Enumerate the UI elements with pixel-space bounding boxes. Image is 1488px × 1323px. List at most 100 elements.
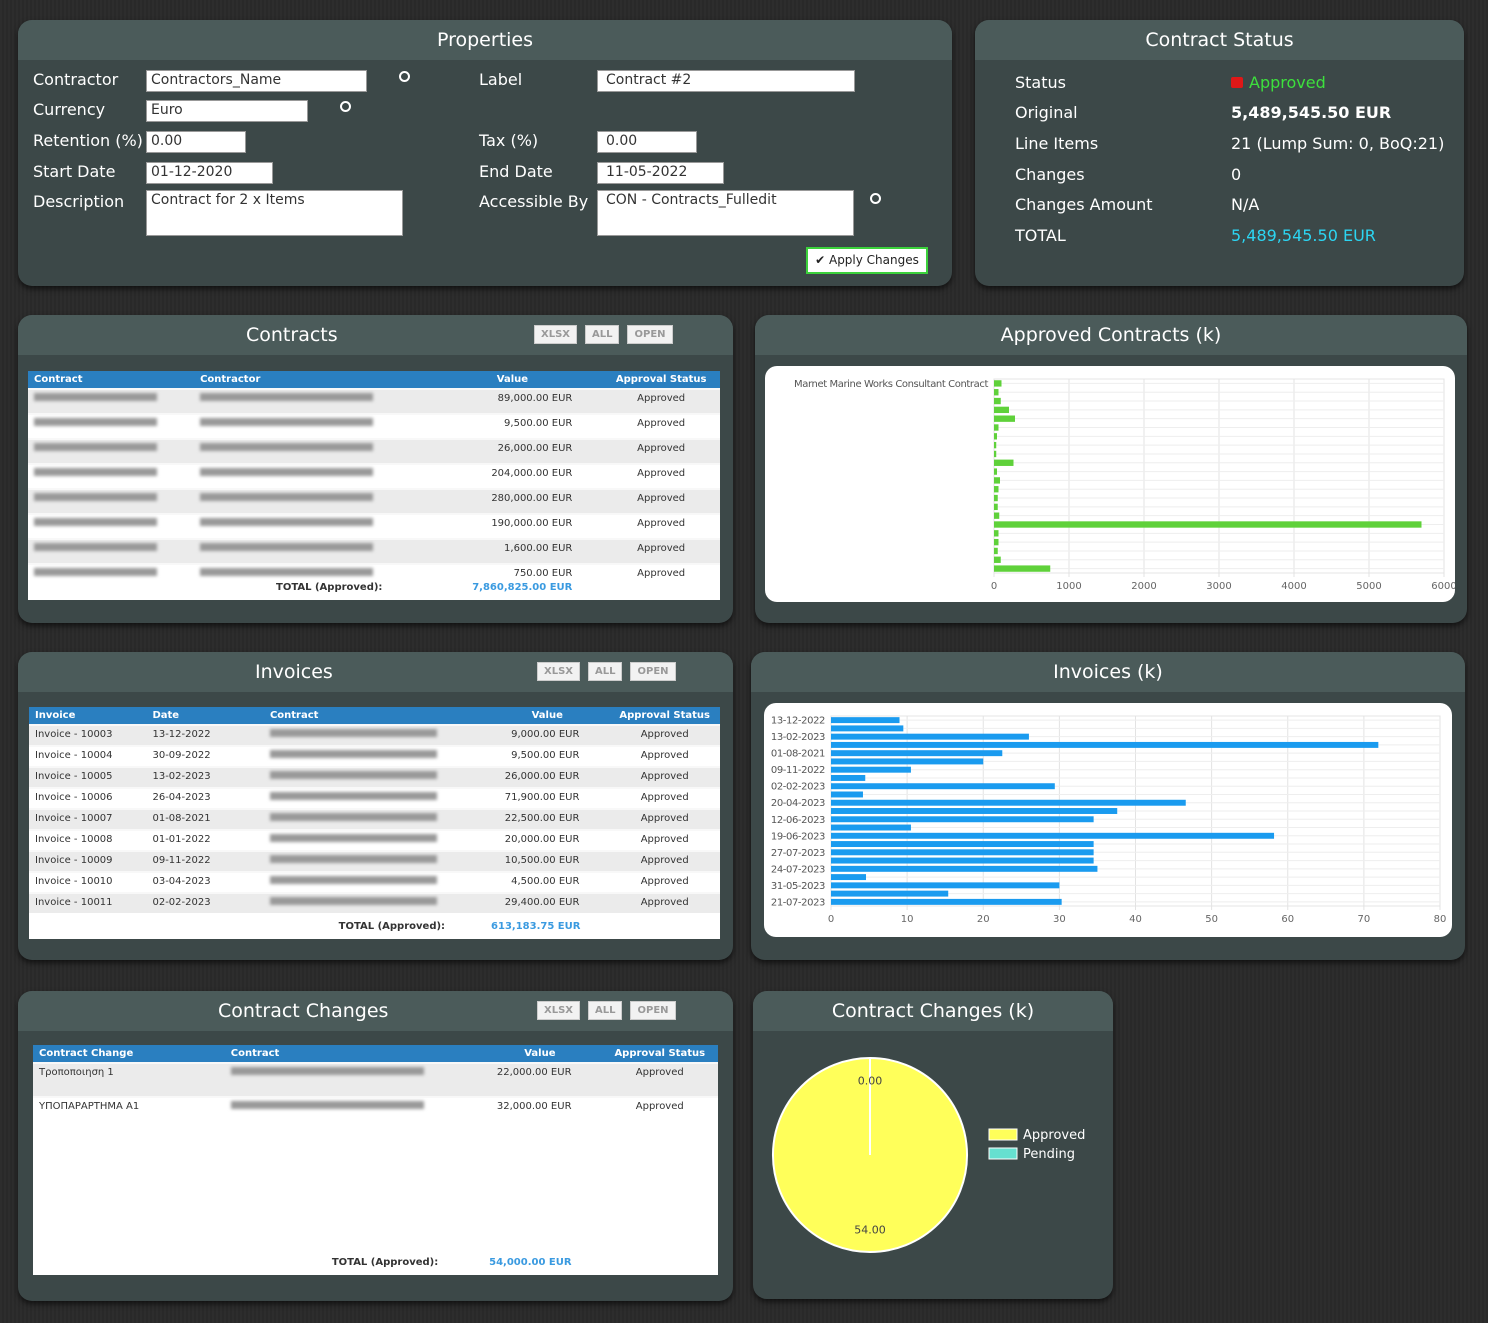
table-cell: Approved [640, 750, 689, 761]
field-label: Start Date [33, 162, 116, 181]
table-cell: Invoice - 10010 [35, 876, 113, 887]
y-tick-label: 19-06-2023 [771, 831, 825, 842]
field-value: CON - Contracts_Fulledit [597, 190, 854, 236]
table-cell [264, 747, 485, 764]
bar [831, 766, 911, 773]
redacted-text [34, 543, 158, 551]
column-header: Approval Status [614, 1048, 706, 1059]
chart: 0 10 20 30 40 50 60 70 80 13-12-2022 13-02-2023 01-… [771, 715, 1446, 925]
table-cell [28, 565, 194, 582]
table-row: 204,000.00 EUR Approved [28, 463, 720, 488]
table-cell: Invoice - 10009 [35, 855, 113, 866]
table-row: 9,500.00 EUR Approved [28, 413, 720, 438]
toolbar-button[interactable]: XLSX [537, 1001, 580, 1020]
bar [831, 849, 1094, 856]
bar [994, 380, 1002, 387]
search-icon[interactable] [399, 71, 410, 82]
table-cell: 26,000.00 EUR [497, 443, 573, 454]
toolbar-button[interactable]: ALL [588, 1001, 623, 1020]
redacted-text [200, 543, 374, 551]
table-cell [28, 540, 194, 557]
table-header: Contract Contractor Value Approval Status [28, 371, 720, 388]
field-label: Label [479, 70, 523, 89]
x-tick-label: 60 [1281, 914, 1294, 925]
bar [831, 799, 1186, 806]
table-cell [264, 894, 485, 911]
table-cell [264, 852, 485, 869]
table-cell [194, 540, 422, 557]
table-cell: 10,500.00 EUR [504, 855, 580, 866]
search-icon[interactable] [340, 101, 351, 112]
table-cell: 22,500.00 EUR [504, 813, 580, 824]
table-cell [225, 1064, 478, 1081]
total-label: TOTAL (Approved): [276, 582, 383, 593]
bar [994, 547, 998, 555]
table-cell: 9,000.00 EUR [511, 729, 580, 740]
status-value: 5,489,545.50 EUR [1231, 226, 1376, 245]
column-header: Invoice [35, 710, 76, 721]
field-value: 01-12-2020 [146, 162, 273, 184]
toolbar-button[interactable]: OPEN [630, 1001, 676, 1020]
bar [994, 433, 997, 440]
table-cell: Approved [640, 813, 689, 824]
panel-title: Contract Status [975, 20, 1464, 60]
table-cell: 71,900.00 EUR [504, 792, 580, 803]
toolbar-button[interactable]: OPEN [630, 662, 676, 681]
redacted-text [230, 1101, 424, 1109]
status-value: 5,489,545.50 EUR [1231, 103, 1392, 122]
bar [831, 857, 1094, 864]
legend-label: Pending [1023, 1147, 1075, 1162]
status-label: Original [1015, 103, 1078, 122]
table-cell: Approved [640, 855, 689, 866]
bar [994, 415, 1015, 422]
table-row: Invoice - 10009 09-11-2022 10,500.00 EUR Ap… [29, 850, 720, 871]
table-cell: 26,000.00 EUR [504, 771, 580, 782]
toolbar-button[interactable]: XLSX [534, 325, 577, 344]
redacted-text [200, 568, 374, 576]
status-label: Changes Amount [1015, 195, 1153, 214]
table-row: Invoice - 10003 13-12-2022 9,000.00 EUR App… [29, 724, 720, 745]
redacted-text [34, 393, 158, 401]
toolbar-button[interactable]: ALL [588, 662, 623, 681]
y-tick-label: 27-07-2023 [771, 848, 825, 859]
redacted-text [230, 1067, 424, 1075]
table-cell [194, 515, 422, 532]
table-cell: 4,500.00 EUR [511, 876, 580, 887]
properties-panel: Properties Contractor Contractors_Name Cur… [18, 20, 952, 286]
redacted-text [269, 750, 438, 758]
status-label: Line Items [1015, 134, 1099, 153]
toolbar-button[interactable]: ALL [585, 325, 620, 344]
redacted-text [200, 493, 374, 501]
chart: 0 1000 2000 3000 4000 5000 6000 Marnet Marine W… [794, 378, 1457, 592]
bar [831, 758, 984, 765]
redacted-text [269, 834, 438, 842]
search-icon[interactable] [870, 193, 881, 204]
status-value: 0 [1231, 165, 1242, 184]
bar [994, 530, 999, 537]
bar [831, 725, 904, 732]
status-value: N/A [1231, 195, 1260, 214]
total-value: 613,183.75 EUR [491, 921, 581, 932]
field-value: Contract for 2 x Items [146, 190, 403, 236]
toolbar-button[interactable]: XLSX [537, 662, 580, 681]
table-row: 89,000.00 EUR Approved [28, 388, 720, 413]
table-row: 190,000.00 EUR Approved [28, 513, 720, 538]
table-cell [28, 515, 194, 532]
table-cell [28, 490, 194, 507]
toolbar-button[interactable]: OPEN [627, 325, 673, 344]
bar [994, 494, 998, 502]
table-cell: Τροποποιηση 1 [39, 1067, 114, 1078]
contract-status-panel: Contract Status Status Approved Original 5,… [975, 20, 1464, 286]
table-cell [28, 390, 194, 407]
apply-button[interactable]: ✔ Apply Changes [806, 247, 928, 274]
column-header: Value [531, 710, 563, 721]
table-cell: 280,000.00 EUR [491, 493, 573, 504]
column-header: Contract [34, 374, 83, 385]
lock-icon [1231, 77, 1243, 88]
table-cell [194, 490, 422, 507]
invoices-panel: Invoices XLSX ALL OPEN Invoice Date Contract… [18, 652, 733, 960]
x-tick-label: 40 [1129, 914, 1142, 925]
slice-label: 54.00 [854, 1224, 886, 1237]
legend-swatch [988, 1147, 1018, 1160]
